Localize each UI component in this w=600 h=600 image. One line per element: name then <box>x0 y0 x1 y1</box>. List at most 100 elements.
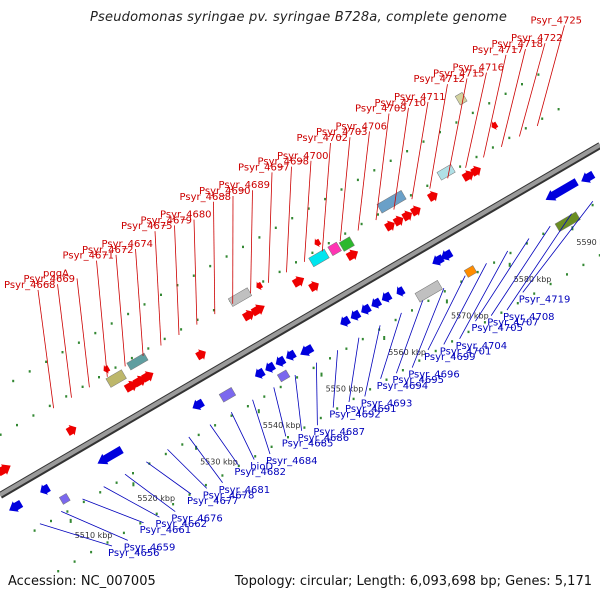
gene-label: Psyr_4700 <box>277 151 329 162</box>
gene-label: Psyr_4669 <box>24 274 76 285</box>
guide-dot <box>541 117 544 120</box>
label-leader-line <box>124 473 176 512</box>
guide-dot <box>525 242 528 245</box>
label-leader-line <box>490 225 551 316</box>
gene-block-steelblue <box>376 190 407 214</box>
guide-dot <box>369 388 372 391</box>
gene-label: Psyr_4691 <box>345 404 397 415</box>
gene-label: Psyr_4725 <box>531 15 583 26</box>
guide-dot <box>132 472 134 475</box>
plus-strand-gene <box>392 215 404 227</box>
small-plus-gene <box>256 281 264 291</box>
guide-dot <box>426 184 429 187</box>
guide-dot <box>230 414 233 417</box>
guide-dot <box>45 360 48 363</box>
small-plus-gene <box>491 121 499 130</box>
label-leader-line <box>380 312 402 379</box>
guide-dot <box>394 318 397 322</box>
guide-dot <box>127 312 130 316</box>
small-plus-gene <box>314 238 322 248</box>
accession-label: Accession: NC_007005 <box>8 574 156 589</box>
guide-dot <box>524 127 527 130</box>
gene-label: Psyr_4672 <box>82 245 134 256</box>
guide-dot <box>16 423 18 427</box>
gene-label: Psyr_4674 <box>102 239 154 250</box>
guide-dot <box>557 108 560 111</box>
guide-dot <box>188 493 191 496</box>
gene-label: Psyr_4709 <box>355 104 407 115</box>
gene-label: Psyr_4715 <box>433 68 485 79</box>
label-leader-line <box>103 486 160 518</box>
plus-strand-gene <box>0 464 11 477</box>
guide-dot <box>98 376 100 379</box>
label-leader-line <box>76 278 90 388</box>
guide-dot <box>549 282 552 286</box>
guide-dot <box>278 270 281 274</box>
gene-label: Psyr_4716 <box>453 63 505 74</box>
label-leader-line <box>135 248 144 356</box>
plus-strand-gene <box>470 165 481 177</box>
minus-strand-gene <box>381 291 393 303</box>
gene-label: Psyr_4690 <box>199 186 251 197</box>
guide-dot <box>73 560 76 563</box>
guide-dot <box>377 213 379 216</box>
guide-dot <box>311 251 314 254</box>
plus-strand-gene <box>308 281 319 293</box>
label-leader-line <box>209 424 239 466</box>
label-leader-line <box>96 260 108 377</box>
minus-strand-gene <box>545 178 579 201</box>
guide-dot <box>344 232 347 235</box>
guide-dot <box>274 226 277 229</box>
guide-row-lower <box>57 254 600 573</box>
label-leader-line <box>174 225 180 336</box>
label-leader-line <box>294 374 302 431</box>
label-leader-line <box>146 461 192 495</box>
guide-dot <box>181 443 184 446</box>
guide-dot <box>262 280 265 283</box>
guide-dot <box>422 140 425 143</box>
label-leader-line <box>411 101 429 200</box>
gene-label: Psyr_4719 <box>519 294 571 305</box>
label-leader-line <box>396 300 424 374</box>
guide-dot <box>389 159 392 162</box>
guide-dot <box>115 481 118 484</box>
guide-dot <box>591 203 594 207</box>
gene-label: Psyr_4694 <box>377 381 429 392</box>
guide-dot <box>566 273 568 276</box>
kbp-tick-label: 5560 kbp <box>388 348 426 357</box>
guide-dot <box>204 483 207 487</box>
gene-label: Psyr_4718 <box>492 39 544 50</box>
guide-dot <box>99 491 102 494</box>
gene-label: bioD <box>250 462 273 473</box>
guide-dot <box>287 436 289 439</box>
gene-label: Psyr_4688 <box>180 192 232 203</box>
gene-block-green <box>338 236 355 252</box>
plus-strand-gene <box>345 249 359 261</box>
minus-strand-gene <box>255 367 266 379</box>
gene-label: Psyr_4659 <box>124 542 176 553</box>
guide-dot <box>50 519 52 523</box>
guide-dot <box>61 351 64 354</box>
minus-strand-gene <box>9 499 24 512</box>
gene-label: Psyr_4696 <box>408 370 460 381</box>
guide-dot <box>476 270 479 274</box>
guide-dot <box>77 341 80 344</box>
gene-label: Psyr_4703 <box>316 127 368 138</box>
guide-dot <box>114 366 117 369</box>
label-leader-line <box>375 113 390 221</box>
label-leader-line <box>364 325 381 397</box>
gene-label: Psyr_4656 <box>108 548 160 559</box>
guide-dot <box>143 303 146 306</box>
guide-dot <box>48 404 51 408</box>
guide-dot <box>106 541 109 544</box>
label-leader-line <box>348 337 360 403</box>
gene-label: Psyr_4687 <box>313 427 365 438</box>
gene-label: Psyr_4697 <box>238 162 290 173</box>
guide-dot <box>406 150 409 153</box>
guide-dot <box>225 255 228 258</box>
plus-strand-gene <box>401 210 413 222</box>
label-leader-line <box>115 254 126 367</box>
gene-block-olivegreen <box>554 211 581 233</box>
gene-label: Psyr_4705 <box>471 323 523 334</box>
label-leader-line <box>268 172 273 283</box>
